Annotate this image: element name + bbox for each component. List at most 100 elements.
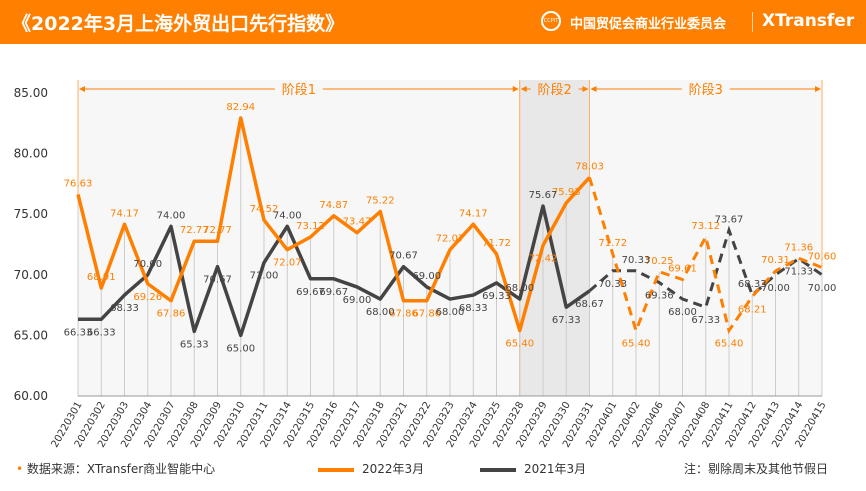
legend-swatch [318, 467, 354, 472]
data-label: 69.67 [319, 287, 348, 298]
y-tick-label: 60.00 [14, 389, 48, 403]
ccpit-logo: CCPIT [541, 11, 561, 31]
footnote: 注：剔除周末及其他节假日 [684, 462, 829, 476]
data-label: 68.91 [87, 272, 116, 283]
data-label: 72.42 [529, 253, 558, 264]
data-label: 76.63 [64, 178, 93, 189]
data-label: 68.33 [110, 303, 139, 314]
data-label: 69.00 [343, 295, 372, 306]
data-label: 78.03 [575, 161, 604, 172]
data-label: 68.00 [505, 283, 534, 294]
data-label: 71.72 [598, 238, 627, 249]
data-label: 72.77 [180, 225, 209, 236]
data-label: 68.00 [668, 307, 697, 318]
series-line-dashed [588, 225, 823, 310]
data-label: 65.33 [180, 339, 209, 350]
data-label: 69.26 [133, 292, 162, 303]
header-bar: 《2022年3月上海外贸出口先行指数》 CCPIT 中国贸促会商业行业委员会 X… [0, 0, 866, 44]
data-label: 70.25 [645, 256, 674, 267]
data-label: 66.33 [87, 327, 116, 338]
data-label: 65.40 [715, 339, 744, 350]
arrow-head-icon [520, 86, 527, 92]
data-label: 68.21 [738, 304, 767, 315]
data-label: 67.86 [412, 309, 441, 320]
data-label: 70.00 [133, 259, 162, 270]
data-label: 70.00 [808, 283, 837, 294]
data-label: 65.40 [505, 339, 534, 350]
legend-label: 2021年3月 [524, 462, 587, 476]
data-label: 74.87 [319, 200, 348, 211]
legend-2021: 2021年3月 [480, 460, 586, 477]
data-label: 72.07 [273, 258, 302, 269]
data-label: 67.33 [552, 315, 581, 326]
data-label: 75.93 [552, 187, 581, 198]
org-name: 中国贸促会商业行业委员会 [570, 17, 727, 32]
data-label: 71.36 [784, 242, 813, 253]
source-text: 数据来源：XTransfer商业智能中心 [26, 462, 216, 476]
data-label: 69.00 [412, 271, 441, 282]
data-label: 74.17 [110, 208, 139, 219]
series-line-solid [78, 204, 591, 338]
page-title: 《2022年3月上海外贸出口先行指数》 [12, 13, 345, 35]
data-label: 69.67 [296, 287, 325, 298]
data-label: 75.22 [366, 196, 395, 207]
data-label: 65.00 [226, 343, 255, 354]
brand-logo: XTransfer [762, 11, 855, 31]
data-label: 70.67 [389, 251, 418, 262]
y-tick-label: 70.00 [14, 268, 48, 282]
data-label: 74.00 [157, 210, 186, 221]
data-label: 67.86 [389, 309, 418, 320]
data-label: 70.33 [598, 279, 627, 290]
series-line-solid [76, 116, 591, 333]
data-label: 68.00 [366, 307, 395, 318]
legend-label: 2022年3月 [362, 462, 425, 476]
bullet-icon: • [16, 462, 27, 476]
data-label: 73.47 [343, 217, 372, 228]
data-label: 70.31 [761, 255, 790, 266]
phase-label-3: 阶段3 [689, 83, 723, 98]
data-label: 73.67 [715, 214, 744, 225]
data-label: 68.00 [436, 307, 465, 318]
data-source: • 数据来源：XTransfer商业智能中心 [16, 460, 215, 477]
data-label: 72.77 [203, 225, 232, 236]
data-label: 71.33 [784, 267, 813, 278]
arrow-head-icon [512, 86, 519, 92]
data-label: 72.07 [436, 234, 465, 245]
data-label: 68.33 [738, 279, 767, 290]
phase-shade [519, 80, 590, 396]
arrow-head-icon [815, 86, 821, 92]
data-label: 71.72 [482, 238, 511, 249]
y-tick-label: 80.00 [14, 147, 48, 161]
divider [752, 12, 753, 32]
data-label: 74.00 [273, 210, 302, 221]
legend-swatch [480, 467, 516, 472]
data-label: 71.00 [250, 271, 279, 282]
y-tick-label: 65.00 [14, 328, 48, 342]
data-label: 68.33 [459, 303, 488, 314]
y-tick-label: 75.00 [14, 207, 48, 221]
data-label: 68.67 [575, 299, 604, 310]
data-label: 69.61 [668, 264, 697, 275]
data-label: 70.60 [808, 252, 837, 263]
data-label: 70.00 [761, 283, 790, 294]
phase-label-2: 阶段2 [537, 83, 571, 98]
data-label: 67.86 [157, 309, 186, 320]
arrow-head-icon [79, 86, 85, 92]
arrow-head-icon [590, 86, 597, 92]
data-label: 70.33 [622, 255, 651, 266]
arrow-head-icon [582, 86, 589, 92]
data-label: 82.94 [226, 102, 255, 113]
data-label: 69.36 [645, 291, 674, 302]
data-label: 66.33 [64, 327, 93, 338]
data-label: 73.12 [691, 221, 720, 232]
data-label: 70.67 [203, 275, 232, 286]
data-label: 65.40 [622, 339, 651, 350]
data-label: 69.33 [482, 291, 511, 302]
data-label: 73.12 [296, 221, 325, 232]
legend-2022: 2022年3月 [318, 460, 424, 477]
data-label: 74.52 [250, 204, 279, 215]
y-tick-label: 85.00 [14, 86, 48, 100]
data-label: 67.33 [691, 315, 720, 326]
data-label: 75.67 [529, 190, 558, 201]
